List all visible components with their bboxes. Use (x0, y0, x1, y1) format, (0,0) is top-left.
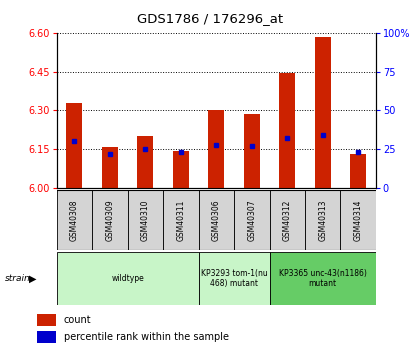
Bar (199, 252, 270, 305)
Text: percentile rank within the sample: percentile rank within the sample (64, 333, 229, 342)
Bar (279, 73, 295, 188)
Bar (137, 136, 153, 188)
Bar (208, 110, 224, 188)
Text: GSM40310: GSM40310 (141, 199, 150, 241)
Bar (315, 37, 331, 188)
Text: wildtype: wildtype (111, 274, 144, 283)
Bar (128, 190, 163, 250)
Bar (57, 252, 199, 305)
Bar (270, 190, 305, 250)
Bar (163, 190, 199, 250)
Bar (341, 190, 376, 250)
Text: GSM40308: GSM40308 (70, 199, 79, 241)
Text: strain: strain (5, 274, 31, 283)
Bar (66, 103, 82, 188)
Text: GSM40306: GSM40306 (212, 199, 221, 241)
Bar (244, 114, 260, 188)
Bar (270, 252, 376, 305)
Text: GSM40309: GSM40309 (105, 199, 114, 241)
Bar (350, 155, 366, 188)
Text: GSM40313: GSM40313 (318, 199, 327, 241)
Bar (173, 150, 189, 188)
Text: GSM40314: GSM40314 (354, 199, 362, 241)
Bar (37, 331, 56, 343)
Bar (102, 147, 118, 188)
Text: KP3365 unc-43(n1186)
mutant: KP3365 unc-43(n1186) mutant (279, 269, 367, 288)
Bar (234, 190, 270, 250)
Bar (199, 190, 234, 250)
Text: KP3293 tom-1(nu
468) mutant: KP3293 tom-1(nu 468) mutant (201, 269, 268, 288)
Bar (92, 190, 128, 250)
Text: GSM40311: GSM40311 (176, 199, 185, 240)
Bar (305, 190, 341, 250)
Text: ▶: ▶ (29, 274, 36, 284)
Bar (57, 190, 92, 250)
Text: GSM40307: GSM40307 (247, 199, 256, 241)
Bar (37, 314, 56, 326)
Text: count: count (64, 315, 92, 325)
Text: GSM40312: GSM40312 (283, 199, 292, 240)
Text: GDS1786 / 176296_at: GDS1786 / 176296_at (137, 12, 283, 25)
